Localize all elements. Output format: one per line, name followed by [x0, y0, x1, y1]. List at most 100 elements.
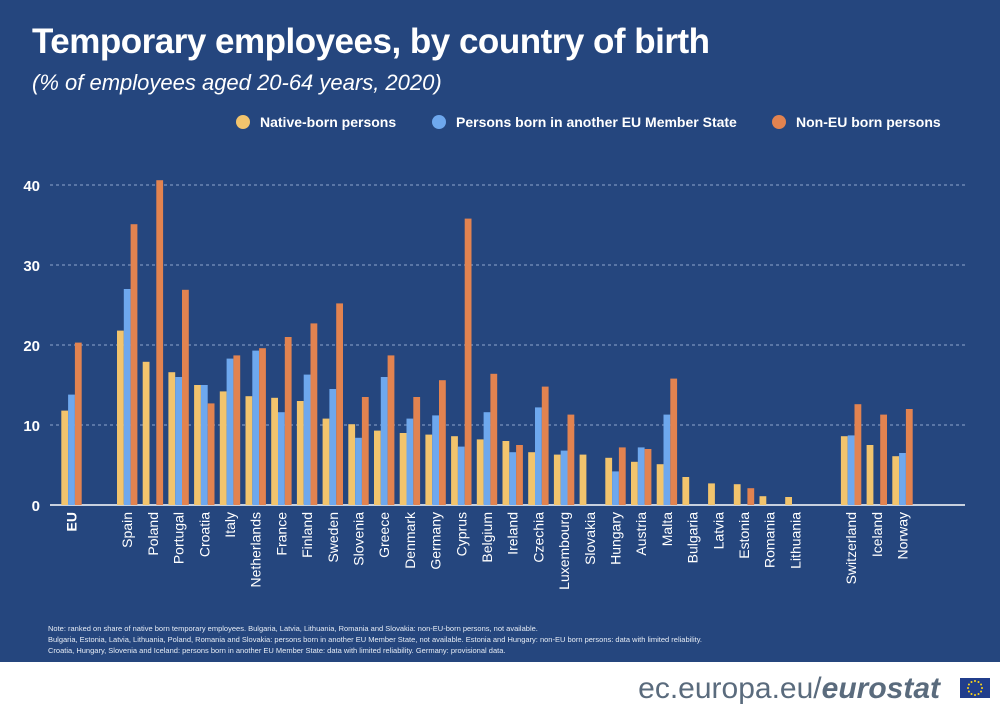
- x-tick-label: Czechia: [530, 512, 546, 563]
- x-tick-label: Belgium: [479, 512, 495, 563]
- bar: [899, 453, 906, 505]
- x-tick-label: Cyprus: [453, 512, 469, 556]
- x-tick-label: Slovenia: [351, 512, 367, 566]
- footer: ec.europa.eu/eurostat: [0, 662, 1000, 718]
- x-tick-label: Portugal: [171, 512, 187, 564]
- x-tick-label: Romania: [762, 512, 778, 568]
- bar: [322, 418, 330, 505]
- x-tick-label: Malta: [659, 512, 675, 546]
- bar: [361, 397, 369, 505]
- x-tick-label: Poland: [145, 512, 161, 556]
- x-tick-label: Spain: [119, 512, 135, 548]
- bar: [605, 457, 613, 505]
- x-tick-label: Finland: [299, 512, 315, 558]
- bar: [880, 414, 887, 505]
- bar: [637, 447, 645, 505]
- bar: [175, 377, 182, 505]
- bar: [439, 380, 446, 505]
- bar: [207, 403, 215, 505]
- bar: [200, 385, 208, 505]
- bar: [296, 401, 304, 505]
- x-tick-label: France: [273, 512, 289, 556]
- bar: [733, 484, 741, 505]
- bar: [612, 471, 619, 505]
- x-tick-label: Germany: [428, 512, 444, 570]
- legend-label-native-born: Native-born persons: [260, 114, 397, 130]
- eurostat-url[interactable]: ec.europa.eu/eurostat: [638, 672, 940, 706]
- legend-swatch-other-eu-born: [432, 115, 446, 129]
- x-tick-label: Luxembourg: [556, 512, 572, 590]
- bar: [348, 424, 356, 505]
- bar: [182, 289, 189, 505]
- bar: [194, 385, 201, 505]
- bar: [553, 454, 561, 505]
- legend-swatch-native-born: [236, 115, 250, 129]
- bar: [168, 372, 176, 505]
- x-tick-label: Croatia: [196, 512, 212, 557]
- bar: [432, 415, 439, 505]
- y-tick-label: 0: [32, 498, 40, 515]
- bar: [567, 414, 575, 505]
- legend-label-non-eu-born: Non-EU born persons: [796, 114, 941, 130]
- legend-swatch-non-eu-born: [772, 115, 786, 129]
- x-tick-label: Norway: [895, 512, 911, 559]
- bar: [156, 180, 164, 505]
- x-tick-label: Denmark: [402, 511, 418, 569]
- bar: [516, 445, 523, 505]
- x-tick-label: Ireland: [505, 512, 521, 555]
- bar: [509, 452, 517, 505]
- note-line: Croatia, Hungary, Slovenia and Iceland: …: [48, 646, 506, 655]
- bar: [284, 337, 292, 505]
- bar: [355, 437, 362, 505]
- x-tick-label: Slovakia: [582, 512, 598, 565]
- bar: [142, 361, 150, 505]
- bar: [644, 449, 652, 505]
- bar: [483, 412, 491, 505]
- x-tick-label: Hungary: [608, 512, 624, 565]
- bar: [759, 496, 767, 505]
- x-tick-label: Estonia: [736, 512, 752, 559]
- bar: [329, 389, 337, 505]
- bar: [866, 445, 874, 505]
- y-tick-label: 30: [23, 258, 40, 275]
- eu-flag-icon: [960, 678, 990, 698]
- bar: [68, 394, 75, 505]
- x-tick-label: Iceland: [869, 512, 885, 557]
- bar: [579, 454, 587, 505]
- bar: [252, 350, 260, 505]
- bar: [451, 436, 458, 505]
- note-line: Bulgaria, Estonia, Latvia, Lithuania, Po…: [48, 635, 702, 644]
- bar: [656, 464, 664, 505]
- x-tick-label: Sweden: [325, 512, 341, 563]
- bar: [406, 418, 414, 505]
- bar: [631, 461, 638, 505]
- bar: [528, 452, 535, 505]
- bar: [747, 488, 755, 505]
- bar: [413, 397, 421, 505]
- x-tick-label: EU: [64, 512, 80, 531]
- x-tick-label: Italy: [222, 512, 238, 538]
- bar: [892, 456, 900, 505]
- bar: [61, 410, 69, 505]
- legend-item-native-born: Native-born persons: [236, 110, 396, 134]
- bar: [380, 377, 388, 505]
- y-tick-label: 20: [23, 338, 40, 355]
- y-tick-label: 10: [23, 418, 40, 435]
- footer-brand: eurostat: [821, 672, 940, 705]
- x-tick-label: Netherlands: [248, 512, 264, 588]
- bar: [130, 224, 138, 505]
- bar: [535, 407, 542, 505]
- x-tick-label: Switzerland: [843, 512, 859, 584]
- bar: [117, 330, 124, 505]
- bar-chart: 0 10 20 30 40 EU Spain Poland Portugal Croatia Ita…: [23, 178, 965, 590]
- bar: [840, 436, 848, 505]
- bar: [399, 433, 407, 505]
- y-tick-label: 40: [23, 178, 40, 195]
- bar: [847, 435, 855, 505]
- x-tick-label: Austria: [633, 512, 649, 556]
- bar: [464, 218, 472, 505]
- bar: [226, 358, 234, 505]
- bar: [905, 409, 913, 505]
- chart-notes: Note: ranked on share of native born tem…: [48, 623, 968, 656]
- bar: [259, 348, 266, 505]
